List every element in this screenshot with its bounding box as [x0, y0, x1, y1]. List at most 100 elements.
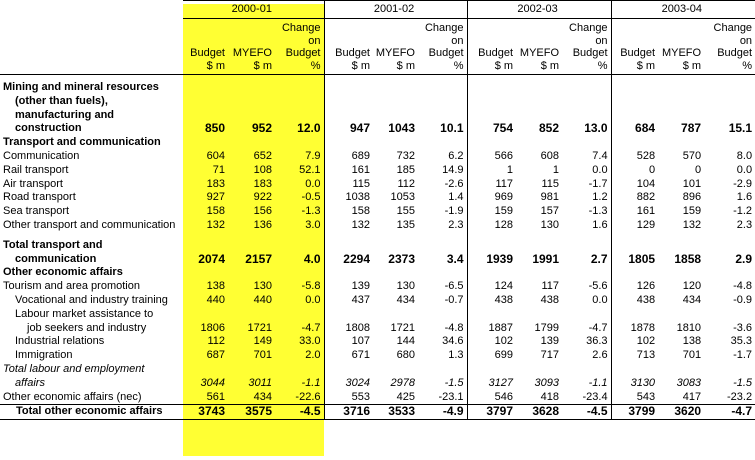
row-label: Road transport — [3, 191, 76, 204]
table-cell: 687 — [206, 349, 225, 362]
highlight-2000-01 — [183, 4, 324, 456]
table-row: Other economic affairs — [0, 266, 755, 281]
table-cell: 35.3 — [730, 335, 753, 348]
table-cell: -1.7 — [588, 177, 608, 190]
table-cell: 161 — [610, 205, 659, 219]
table-cell: 0.0 — [305, 293, 321, 306]
table-cell: 1721 — [390, 321, 415, 334]
table-cell: 418 — [540, 390, 560, 403]
table-cell: 138 — [682, 335, 702, 348]
table-cell: 896 — [682, 191, 702, 204]
row-label: Total labour and employment affairs — [3, 362, 145, 389]
table-cell: 33.0 — [299, 335, 321, 348]
table-cell: 952 — [251, 121, 272, 136]
col-header-budget: Budget $ m — [610, 18, 659, 75]
table-cell: -1.2 — [733, 205, 753, 218]
table-cell: -4.7 — [301, 321, 321, 334]
table-cell: 130 — [253, 280, 272, 293]
table-row: Total labour and employment affairs 3044 30… — [0, 362, 755, 391]
table-cell: 130 — [540, 218, 560, 231]
table-cell: 2373 — [388, 251, 415, 266]
table-cell: 6.2 — [448, 149, 464, 162]
table-cell: -4.9 — [418, 404, 468, 421]
table-row: Total other economic affairs 3743 3575 -4.5… — [0, 404, 755, 421]
table-cell: 139 — [323, 280, 373, 294]
table-cell: 8.0 — [736, 149, 753, 162]
table-cell: 1721 — [247, 321, 272, 334]
col-header-budget: Budget $ m — [183, 18, 228, 75]
table-cell: 156 — [253, 205, 272, 218]
table-cell: -23.2 — [726, 390, 753, 403]
table-cell: 927 — [206, 191, 225, 204]
table-cell: 124 — [466, 280, 517, 294]
table-cell: -4.7 — [588, 321, 608, 334]
table-cell: 1991 — [532, 251, 560, 266]
col-header-myefo: MYEFO $ m — [228, 18, 275, 75]
year-header: 2001-02 — [323, 0, 468, 19]
table-cell: -0.7 — [444, 293, 464, 306]
col-header-change: Change on Budget% — [275, 18, 324, 75]
table-cell: 159 — [466, 205, 517, 219]
table-row: Immigration 687 701 2.0 671 680 1.3 699 717 2.6 71… — [0, 349, 755, 363]
col-header-myefo: MYEFO $ m — [516, 18, 563, 75]
table-cell: 0.0 — [592, 163, 608, 176]
budget-table: 2000-01 2001-02 2002-03 2003-04 Budget $ … — [0, 0, 755, 421]
table-cell: 157 — [540, 205, 560, 218]
table-cell: 3533 — [373, 404, 418, 421]
table-cell: 1.2 — [592, 191, 608, 204]
table-cell: 701 — [253, 349, 272, 362]
table-cell: 139 — [540, 335, 560, 348]
table-cell: -1.1 — [588, 376, 608, 389]
table-cell: 1939 — [466, 232, 517, 267]
table-cell: 553 — [323, 390, 373, 405]
table-cell: 52.1 — [299, 163, 321, 176]
table-cell: 2157 — [245, 251, 272, 266]
table-row: Communication 604 652 7.9 689 732 6.2 566 608 7.4… — [0, 149, 755, 164]
row-label: Air transport — [3, 177, 63, 190]
table-cell: 689 — [323, 149, 373, 164]
table-row: Rail transport 71 108 52.1 161 185 14.9 1 1 0.0 0 0… — [0, 163, 755, 178]
table-cell: 1858 — [674, 251, 702, 266]
table-cell: 701 — [682, 349, 702, 362]
table-cell: 1808 — [323, 307, 373, 336]
table-cell: 2294 — [323, 232, 373, 267]
col-header-change: Change on Budget% — [562, 18, 612, 75]
table-cell: 608 — [540, 149, 560, 162]
table-cell: 3024 — [323, 362, 373, 391]
table-cell: 136 — [253, 218, 272, 231]
table-cell: 3716 — [323, 404, 373, 421]
table-cell: 671 — [323, 349, 373, 363]
table-cell: -4.5 — [562, 404, 612, 421]
table-cell: 128 — [466, 218, 517, 233]
col-header-budget: Budget $ m — [323, 18, 373, 75]
table-cell: 2074 — [198, 251, 225, 266]
table-cell: 981 — [540, 191, 560, 204]
table-row: Tourism and area promotion 138 130 -5.8 139 1… — [0, 280, 755, 294]
table-cell: 138 — [206, 280, 225, 293]
table-cell: 561 — [206, 390, 225, 403]
col-header-myefo: MYEFO $ m — [373, 18, 418, 75]
table-cell: 3620 — [658, 404, 705, 421]
table-cell: -4.5 — [275, 404, 324, 421]
table-cell: 566 — [466, 149, 517, 164]
table-cell: 1.6 — [592, 218, 608, 231]
table-cell: 1.6 — [736, 191, 753, 204]
table-cell: 36.3 — [586, 335, 608, 348]
table-cell: 3083 — [676, 376, 702, 389]
table-cell: 3743 — [183, 404, 228, 421]
table-cell: 120 — [682, 280, 702, 293]
table-cell: 543 — [610, 390, 659, 405]
table-cell: 3575 — [228, 404, 275, 421]
table-cell: 2.7 — [590, 251, 608, 266]
table-cell: 852 — [539, 121, 560, 136]
table-cell: 1.3 — [448, 349, 464, 362]
table-cell: 437 — [323, 293, 373, 308]
table-cell: 135 — [396, 218, 415, 231]
table-cell: -1.5 — [444, 376, 464, 389]
table-cell: 132 — [206, 218, 225, 231]
row-label: Industrial relations — [15, 335, 105, 348]
table-cell: 102 — [610, 335, 659, 350]
table-cell: 130 — [396, 280, 415, 293]
table-cell: 850 — [204, 121, 225, 136]
table-cell: 699 — [466, 349, 517, 363]
